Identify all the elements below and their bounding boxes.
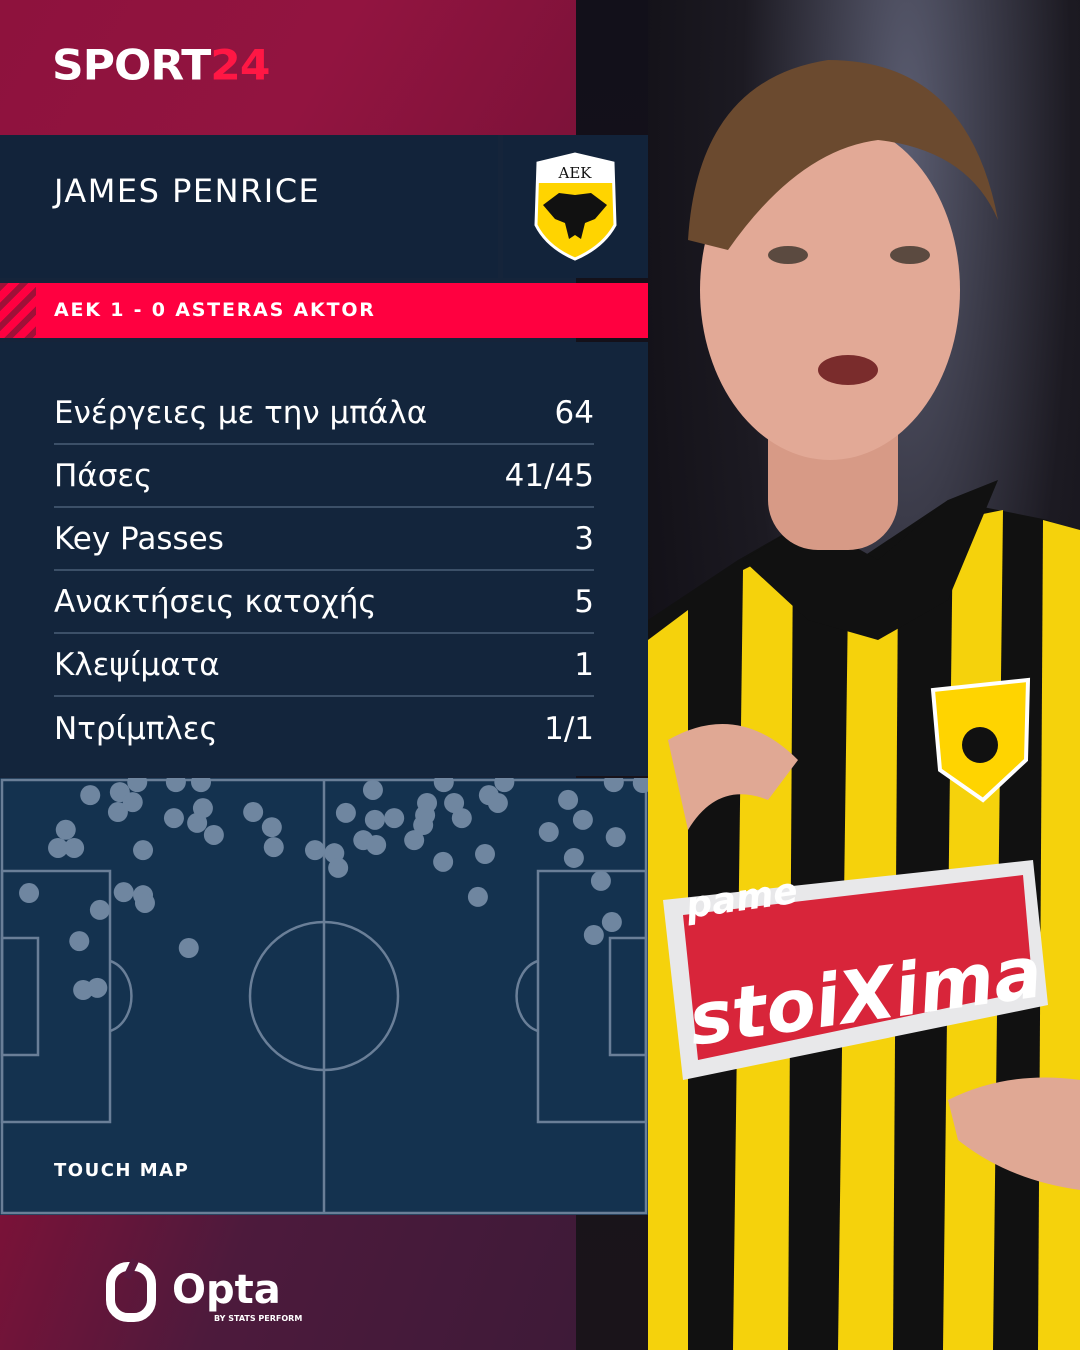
touch-dot xyxy=(487,792,508,813)
jersey-crest xyxy=(930,677,1031,803)
stat-value: 3 xyxy=(574,520,594,557)
touch-dot xyxy=(451,808,472,829)
touch-dot xyxy=(572,809,593,830)
top-banner xyxy=(0,0,576,135)
footer-band xyxy=(0,1215,576,1350)
stat-label: Key Passes xyxy=(54,520,224,557)
touch-dot xyxy=(203,824,224,845)
player-hands xyxy=(668,724,1080,1190)
logo-red-part: 24 xyxy=(210,41,270,90)
touch-dot xyxy=(48,837,69,858)
touch-dot xyxy=(328,857,349,878)
touch-dot xyxy=(263,837,284,858)
stat-row: Key Passes 3 xyxy=(54,508,594,571)
stat-row: Ανακτήσεις κατοχής 5 xyxy=(54,571,594,634)
stat-label: Ενέργειες με την μπάλα xyxy=(54,394,428,431)
touch-dot xyxy=(113,882,134,903)
stat-value: 5 xyxy=(574,583,594,620)
touch-dot xyxy=(80,785,101,806)
touch-dot xyxy=(89,899,110,920)
touch-dot xyxy=(417,792,438,813)
stat-value: 1 xyxy=(574,646,594,683)
touch-dot xyxy=(304,840,325,861)
touch-dot xyxy=(192,798,213,819)
stat-label: Ντρίμπλες xyxy=(54,710,218,747)
touch-dot xyxy=(467,886,488,907)
stat-value: 1/1 xyxy=(544,710,594,747)
touch-dot xyxy=(433,772,454,793)
touch-dot xyxy=(364,809,385,830)
match-score: AEK 1 - 0 ASTERAS AKTOR xyxy=(54,299,376,321)
aek-crest-icon: ΑΕΚ xyxy=(534,152,617,261)
touch-dot xyxy=(107,802,128,823)
touch-dot xyxy=(538,821,559,842)
stat-row: Κλεψίματα 1 xyxy=(54,634,594,697)
touch-dot xyxy=(362,779,383,800)
stat-row: Ντρίμπλες 1/1 xyxy=(54,697,594,760)
pitch-lines xyxy=(0,778,648,1215)
stats-panel: Ενέργειες με την μπάλα 64 Πάσες 41/45 Key … xyxy=(0,342,648,776)
touch-dot xyxy=(261,817,282,838)
touch-dot xyxy=(243,802,264,823)
touch-dot xyxy=(444,792,465,813)
crest-text: ΑΕΚ xyxy=(558,164,593,182)
stat-label: Ανακτήσεις κατοχής xyxy=(54,583,377,620)
touch-dot xyxy=(133,840,154,861)
touch-dot xyxy=(632,773,653,794)
player-name: JAMES PENRICE xyxy=(54,172,321,210)
touch-dot xyxy=(366,834,387,855)
stat-value: 64 xyxy=(554,394,594,431)
player-head xyxy=(688,60,998,550)
logo-white-part: SPORT xyxy=(52,41,211,90)
touch-dot xyxy=(494,772,515,793)
touch-dot xyxy=(413,815,434,836)
match-bar xyxy=(0,283,648,338)
touch-dot xyxy=(605,827,626,848)
touch-map xyxy=(0,772,653,1215)
stat-value: 41/45 xyxy=(504,457,594,494)
touch-dot xyxy=(165,772,186,793)
touch-dot xyxy=(163,808,184,829)
touch-dot xyxy=(590,870,611,891)
stat-row: Πάσες 41/45 xyxy=(54,445,594,508)
sport24-logo: SPORT24 xyxy=(52,41,271,90)
touch-dot xyxy=(19,883,40,904)
player-photo: pame stoiXima xyxy=(648,0,1080,1350)
player-header xyxy=(0,135,498,278)
touch-dot xyxy=(335,802,356,823)
stat-label: Πάσες xyxy=(54,457,153,494)
touch-dot xyxy=(69,931,90,952)
opta-mark-icon xyxy=(106,1262,156,1322)
touch-dot xyxy=(127,772,148,793)
touch-dot xyxy=(475,844,495,865)
touch-dots xyxy=(19,772,653,1001)
touch-dot xyxy=(583,925,604,946)
stat-label: Κλεψίματα xyxy=(54,646,220,683)
touch-dot xyxy=(190,772,211,793)
touch-dot xyxy=(603,772,624,793)
touch-dot xyxy=(558,789,579,810)
stat-row: Ενέργειες με την μπάλα 64 xyxy=(54,382,594,445)
touch-dot xyxy=(563,847,584,868)
touch-dot xyxy=(178,938,199,959)
touch-dot xyxy=(122,792,143,813)
chevron-decoration-icon xyxy=(0,283,36,338)
touch-dot xyxy=(601,912,622,933)
touch-dot xyxy=(87,977,108,998)
touch-dot xyxy=(384,808,405,829)
touch-dot xyxy=(64,837,85,858)
touch-dot xyxy=(55,819,76,840)
touch-dot xyxy=(404,830,425,851)
touch-map-label: TOUCH MAP xyxy=(54,1160,190,1181)
club-crest-box: ΑΕΚ xyxy=(503,135,648,278)
touch-dot xyxy=(134,892,155,913)
sponsor-badge: pame stoiXima xyxy=(663,860,1048,1080)
opta-subtitle: BY STATS PERFORM xyxy=(214,1314,303,1323)
opta-wordmark: Opta xyxy=(172,1267,281,1313)
touch-dot xyxy=(433,851,454,872)
